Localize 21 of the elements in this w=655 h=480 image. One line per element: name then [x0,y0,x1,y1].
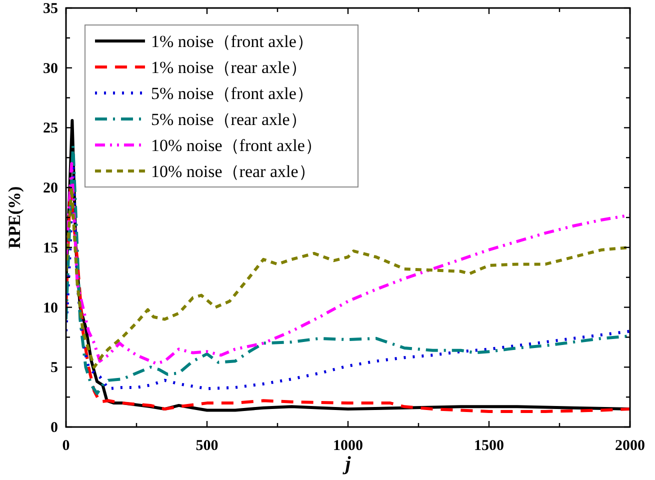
legend-label: 1% noise（front axle） [151,32,314,51]
x-tick-label: 0 [62,438,70,454]
y-tick-label: 10 [43,300,58,316]
y-tick-label: 30 [43,60,58,77]
y-tick-label: 0 [50,420,58,436]
y-tick-label: 5 [50,360,58,376]
y-tick-label: 15 [43,240,58,256]
y-tick-label: 35 [43,1,58,17]
x-tick-label: 500 [196,438,218,454]
x-tick-label: 1000 [333,438,363,454]
y-tick-label: 20 [43,180,58,197]
legend-label: 10% noise（front axle） [151,136,322,155]
legend-label: 10% noise（rear axle） [151,162,316,181]
legend-label: 1% noise（rear axle） [151,58,307,77]
x-axis-title: j [342,453,352,475]
x-tick-label: 2000 [615,438,645,454]
legend-label: 5% noise（front axle） [151,84,314,103]
x-tick-label: 1500 [474,438,504,454]
y-tick-label: 25 [43,120,58,137]
legend-label: 5% noise（rear axle） [151,110,307,129]
y-axis-title: RPE(%) [5,186,24,249]
